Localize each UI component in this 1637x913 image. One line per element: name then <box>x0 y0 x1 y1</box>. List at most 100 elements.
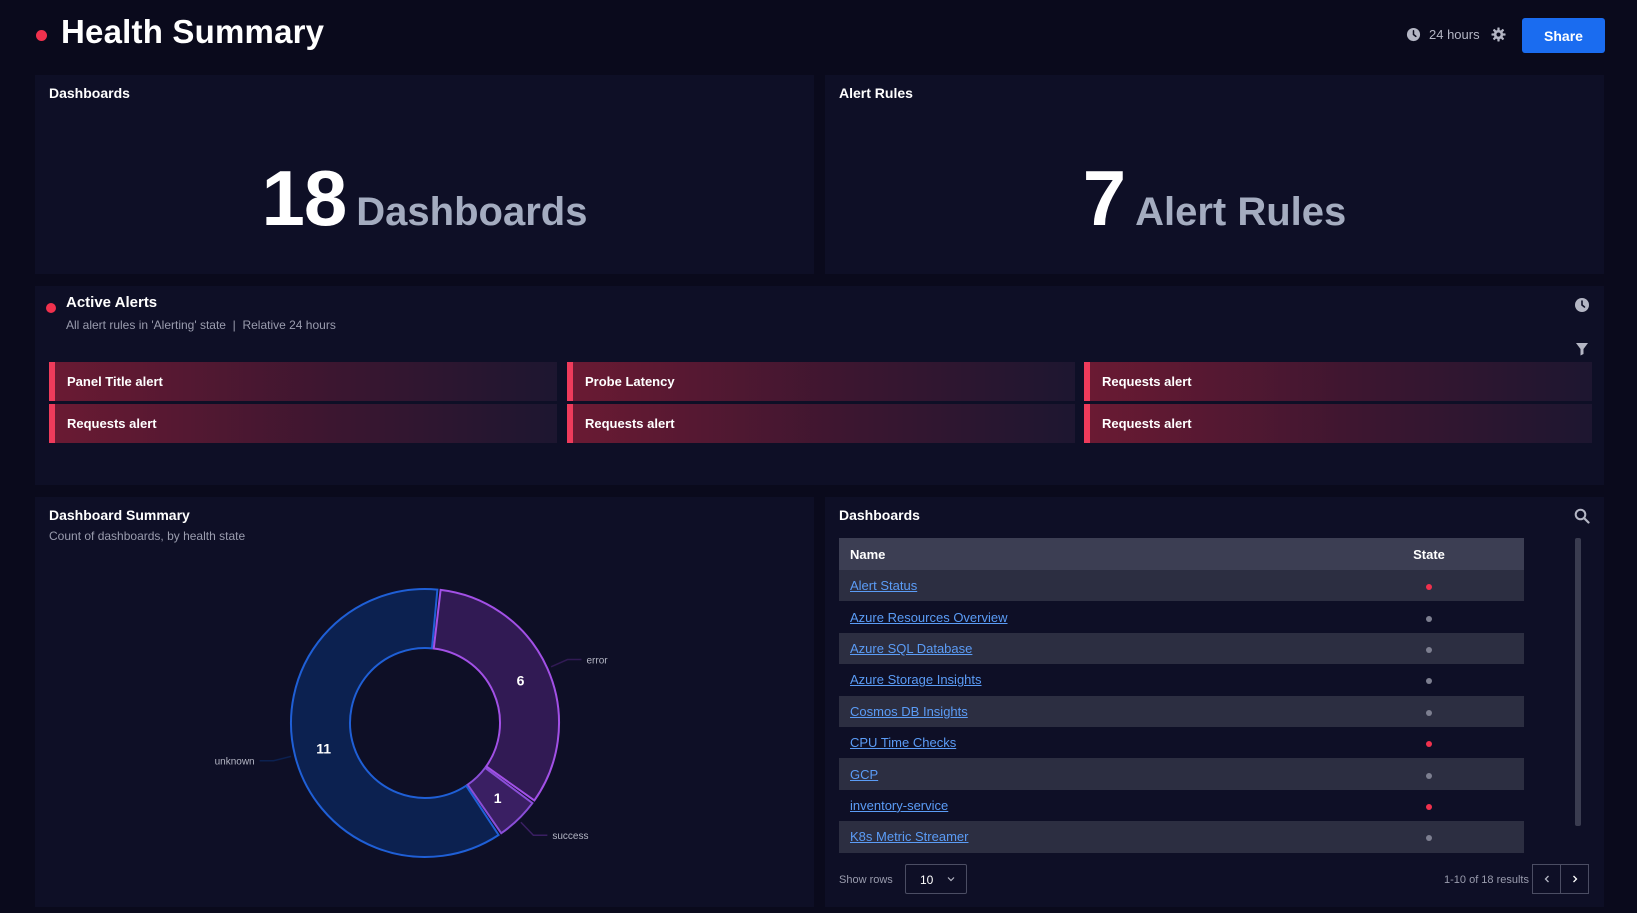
panel-subtitle: All alert rules in 'Alerting' state | Re… <box>66 318 336 332</box>
dashboard-state-cell <box>1334 790 1524 821</box>
filter-icon[interactable] <box>1574 341 1590 357</box>
alert-card[interactable]: Requests alert <box>1084 404 1592 443</box>
dashboard-link[interactable]: Azure Storage Insights <box>850 672 982 688</box>
dashboard-name-cell: Alert Status <box>839 570 1334 602</box>
show-rows-label: Show rows <box>839 874 893 886</box>
state-dot <box>1426 835 1432 842</box>
slice-leader-line <box>550 658 582 668</box>
slice-value-label: 6 <box>517 672 525 688</box>
state-dot <box>1426 772 1432 779</box>
table-row: K8s Metric Streamer <box>839 821 1524 853</box>
stat-unit: Dashboards <box>356 190 588 234</box>
dashboard-state-cell <box>1334 758 1524 790</box>
dashboard-name-cell: inventory-service <box>839 790 1334 821</box>
table-scrollbar[interactable] <box>1575 538 1581 826</box>
dashboard-state-cell <box>1334 695 1524 727</box>
active-alerts-panel: Active Alerts All alert rules in 'Alerti… <box>35 286 1604 485</box>
alert-card[interactable]: Requests alert <box>567 404 1075 443</box>
table-row: Azure Storage Insights <box>839 664 1524 695</box>
stat-value: 18 <box>261 154 348 242</box>
pagination-results: 1-10 of 18 results <box>1444 874 1529 886</box>
alert-status-dot <box>46 303 56 313</box>
dashboard-summary-panel: Dashboard Summary Count of dashboards, b… <box>35 497 814 907</box>
chevron-down-icon <box>947 877 955 882</box>
alert-label: Requests alert <box>67 416 157 431</box>
alert-rules-stat-panel: Alert Rules 7 Alert Rules <box>825 75 1604 274</box>
alert-label: Requests alert <box>1102 416 1192 431</box>
column-header-state[interactable]: State <box>1334 538 1524 570</box>
state-dot <box>1426 803 1432 810</box>
donut-chart: 11 unknown 6 error 1 success <box>215 588 609 858</box>
state-dot <box>1426 615 1432 622</box>
table-row: GCP <box>839 758 1524 790</box>
dashboard-name-cell: Azure SQL Database <box>839 632 1334 665</box>
panel-title: Dashboard Summary <box>49 507 190 523</box>
dashboard-link[interactable]: Alert Status <box>850 578 918 594</box>
rows-per-page-value: 10 <box>920 873 934 887</box>
table-row: Azure SQL Database <box>839 632 1524 665</box>
next-page-button[interactable] <box>1560 864 1589 894</box>
chevron-right-icon <box>1572 875 1577 883</box>
dashboard-name-cell: CPU Time Checks <box>839 727 1334 758</box>
dashboard-link[interactable]: Azure Resources Overview <box>850 609 1008 625</box>
slice-category-label: unknown <box>215 757 255 768</box>
slice-value-label: 1 <box>494 790 502 806</box>
state-dot <box>1426 709 1432 716</box>
time-range-label[interactable]: 24 hours <box>1429 27 1480 42</box>
panel-title: Alert Rules <box>839 85 913 101</box>
slice-category-label: error <box>587 656 609 667</box>
state-dot <box>1426 678 1432 685</box>
alert-card[interactable]: Requests alert <box>49 404 557 443</box>
stat-unit: Alert Rules <box>1135 190 1347 234</box>
dashboards-stat: 18 Dashboards <box>35 153 814 244</box>
donut-slice-error[interactable] <box>432 588 560 802</box>
dashboard-link[interactable]: Cosmos DB Insights <box>850 703 968 719</box>
state-dot <box>1426 646 1432 653</box>
table-header-row: Name State <box>839 538 1524 570</box>
dashboard-link[interactable]: Azure SQL Database <box>850 640 973 656</box>
share-button[interactable]: Share <box>1522 18 1605 53</box>
column-header-name[interactable]: Name <box>839 538 1334 570</box>
gear-icon[interactable] <box>1491 27 1506 42</box>
alert-card[interactable]: Probe Latency <box>567 362 1075 401</box>
dashboards-stat-panel: Dashboards 18 Dashboards <box>35 75 814 274</box>
dashboard-link[interactable]: GCP <box>850 766 879 782</box>
alert-label: Requests alert <box>1102 374 1192 389</box>
stat-value: 7 <box>1082 154 1126 242</box>
panel-title: Dashboards <box>839 507 920 523</box>
health-status-dot <box>36 30 47 41</box>
dashboard-name-cell: Cosmos DB Insights <box>839 695 1334 727</box>
state-dot <box>1426 741 1432 748</box>
table-body: Alert Status Azure Resources Overview Azur… <box>839 570 1524 853</box>
search-icon[interactable] <box>1574 508 1590 524</box>
table-row: CPU Time Checks <box>839 727 1524 758</box>
panel-title: Active Alerts <box>66 294 158 311</box>
alert-label: Probe Latency <box>585 374 675 389</box>
dashboard-link[interactable]: CPU Time Checks <box>850 735 957 751</box>
alert-card[interactable]: Requests alert <box>1084 362 1592 401</box>
dashboard-link[interactable]: inventory-service <box>850 797 949 813</box>
dashboard-state-cell <box>1334 664 1524 695</box>
donut-slice-unknown[interactable] <box>290 588 500 858</box>
dashboard-state-cell <box>1334 727 1524 758</box>
previous-page-button[interactable] <box>1532 864 1561 894</box>
table-row: Cosmos DB Insights <box>839 695 1524 727</box>
table-row: Azure Resources Overview <box>839 601 1524 632</box>
page-header: Health Summary 24 hours Share <box>0 0 1637 70</box>
alert-card[interactable]: Panel Title alert <box>49 362 557 401</box>
dashboard-link[interactable]: K8s Metric Streamer <box>850 829 969 845</box>
rows-per-page-select[interactable]: 10 <box>905 864 967 894</box>
alert-label: Requests alert <box>585 416 675 431</box>
dashboard-state-cell <box>1334 601 1524 632</box>
clock-icon[interactable] <box>1574 297 1590 313</box>
dashboard-state-cell <box>1334 821 1524 853</box>
panel-subtitle: Count of dashboards, by health state <box>49 529 246 543</box>
page-title: Health Summary <box>61 13 325 50</box>
slice-leader-line <box>259 755 292 762</box>
table-row: inventory-service <box>839 790 1524 821</box>
donut-slice-success[interactable] <box>466 766 534 835</box>
dashboard-name-cell: K8s Metric Streamer <box>839 821 1334 853</box>
dashboard-name-cell: Azure Resources Overview <box>839 601 1334 632</box>
clock-icon[interactable] <box>1406 27 1421 42</box>
dashboard-state-cell <box>1334 570 1524 602</box>
